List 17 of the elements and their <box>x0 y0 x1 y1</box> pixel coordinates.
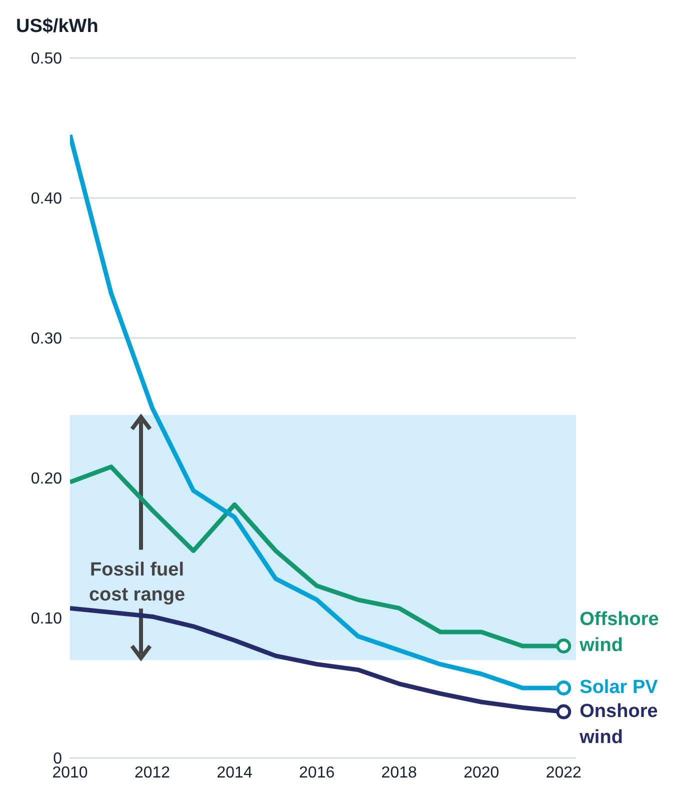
x-tick-label: 2012 <box>134 764 170 782</box>
x-tick-label: 2014 <box>216 764 252 782</box>
y-tick-label: 0.40 <box>30 190 62 208</box>
y-tick-label: 0.10 <box>30 610 62 628</box>
y-tick-label: 0.20 <box>30 470 62 488</box>
x-tick-label: 2022 <box>546 764 582 782</box>
y-axis-title: US$/kWh <box>16 16 98 38</box>
band-label: Fossil fuel cost range <box>88 560 186 606</box>
x-tick-label: 2018 <box>381 764 418 782</box>
x-tick-label: 2020 <box>464 764 500 782</box>
y-tick-label: 0.50 <box>30 50 62 68</box>
series-label: Onshore wind <box>578 700 658 748</box>
series-label: Solar PV <box>580 677 658 698</box>
y-tick-label: 0.30 <box>30 330 62 348</box>
series-label: Offshore wind <box>578 609 659 656</box>
x-tick-label: 2010 <box>52 764 88 782</box>
x-tick-label: 2016 <box>299 764 335 782</box>
